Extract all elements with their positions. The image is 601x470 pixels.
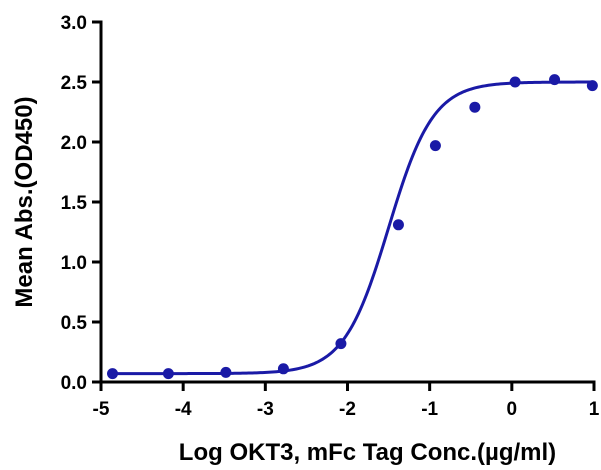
y-tick-label: 1.5 — [61, 193, 88, 214]
y-tick-label: 1.0 — [61, 253, 87, 274]
data-points — [107, 74, 598, 380]
x-tick-label: -5 — [93, 399, 110, 420]
data-point — [429, 140, 441, 152]
x-tick-label: 1 — [589, 399, 600, 420]
data-point — [392, 219, 404, 231]
data-point — [549, 74, 561, 86]
data-point — [469, 101, 481, 113]
y-tick-label: 2.0 — [61, 133, 87, 154]
data-point — [162, 368, 174, 380]
data-point — [277, 363, 289, 375]
axes — [99, 20, 596, 384]
x-tick-label: -4 — [175, 399, 192, 420]
y-tick-label: 0.0 — [61, 373, 87, 394]
data-point — [335, 338, 347, 350]
y-tick-label: 3.0 — [61, 13, 87, 34]
y-tick-label: 2.5 — [61, 73, 88, 94]
data-point — [107, 368, 119, 380]
x-tick-label: -3 — [257, 399, 274, 420]
ticks: -5 -4 -3 -2 -1 0 1 0.0 0.5 1.0 1.5 2.0 2.5 3.0 — [61, 13, 600, 420]
data-point — [586, 80, 598, 92]
x-tick-label: -1 — [421, 399, 438, 420]
x-axis-title: Log OKT3, mFc Tag Conc.(µg/ml) — [179, 439, 556, 466]
y-tick-label: 0.5 — [61, 313, 88, 334]
data-point — [220, 366, 232, 378]
fit-curve — [112, 80, 593, 376]
x-tick-label: 0 — [507, 399, 518, 420]
x-tick-label: -2 — [339, 399, 356, 420]
data-point — [509, 76, 521, 88]
y-axis-title: Mean Abs.(OD450) — [11, 96, 38, 307]
